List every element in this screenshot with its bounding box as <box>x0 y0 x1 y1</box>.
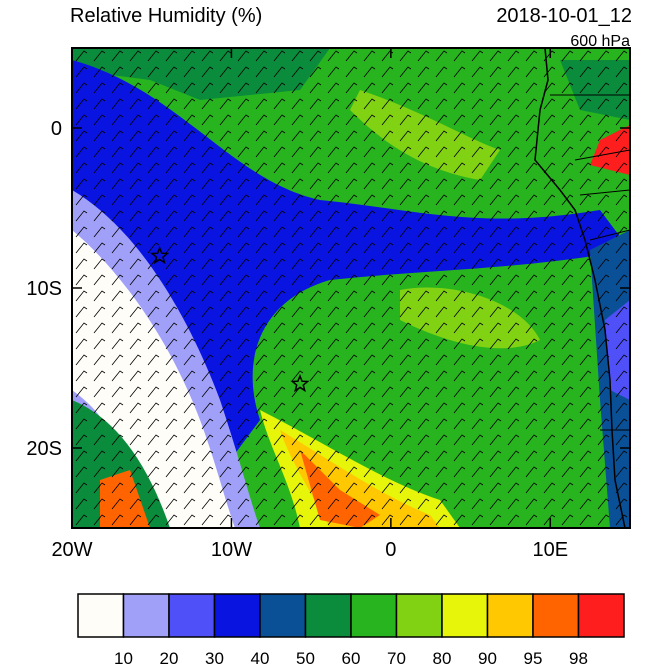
map-date: 2018-10-01_12 <box>496 5 632 27</box>
site-marker <box>290 373 310 393</box>
pressure-level: 600 hPa <box>570 33 630 50</box>
colorbar-label: 98 <box>569 649 588 667</box>
lon-tick-label: 10E <box>532 539 568 561</box>
lat-tick-label: 10S <box>26 278 62 300</box>
lat-tick-label: 0 <box>51 118 62 140</box>
colorbar-label: 30 <box>205 649 224 667</box>
colorbar-label: 90 <box>478 649 497 667</box>
colorbar-label: 20 <box>160 649 179 667</box>
humidity-field <box>72 48 630 528</box>
lon-tick-label: 10W <box>211 539 252 561</box>
colorbar-label: 50 <box>296 649 315 667</box>
site-marker <box>150 245 170 265</box>
colorbar-box <box>441 593 489 638</box>
lon-tick-label: 0 <box>385 539 396 561</box>
colorbar-box <box>77 593 125 638</box>
colorbar-box <box>213 593 261 638</box>
colorbar-box <box>304 593 352 638</box>
colorbar-box <box>259 593 307 638</box>
lon-tick-label: 20W <box>51 539 92 561</box>
colorbar-label: 80 <box>433 649 452 667</box>
colorbar-box <box>168 593 216 638</box>
colorbar-box <box>122 593 170 638</box>
colorbar-box <box>577 593 625 638</box>
colorbar-box <box>486 593 534 638</box>
colorbar-box <box>532 593 580 638</box>
colorbar-label: 70 <box>387 649 406 667</box>
lat-tick-label: 20S <box>26 438 62 460</box>
colorbar-label: 60 <box>342 649 361 667</box>
map-title: Relative Humidity (%) <box>70 5 262 27</box>
colorbar-label: 95 <box>524 649 543 667</box>
colorbar-box <box>350 593 398 638</box>
colorbar-box <box>395 593 443 638</box>
colorbar-label: 10 <box>114 649 133 667</box>
colorbar-label: 40 <box>251 649 270 667</box>
